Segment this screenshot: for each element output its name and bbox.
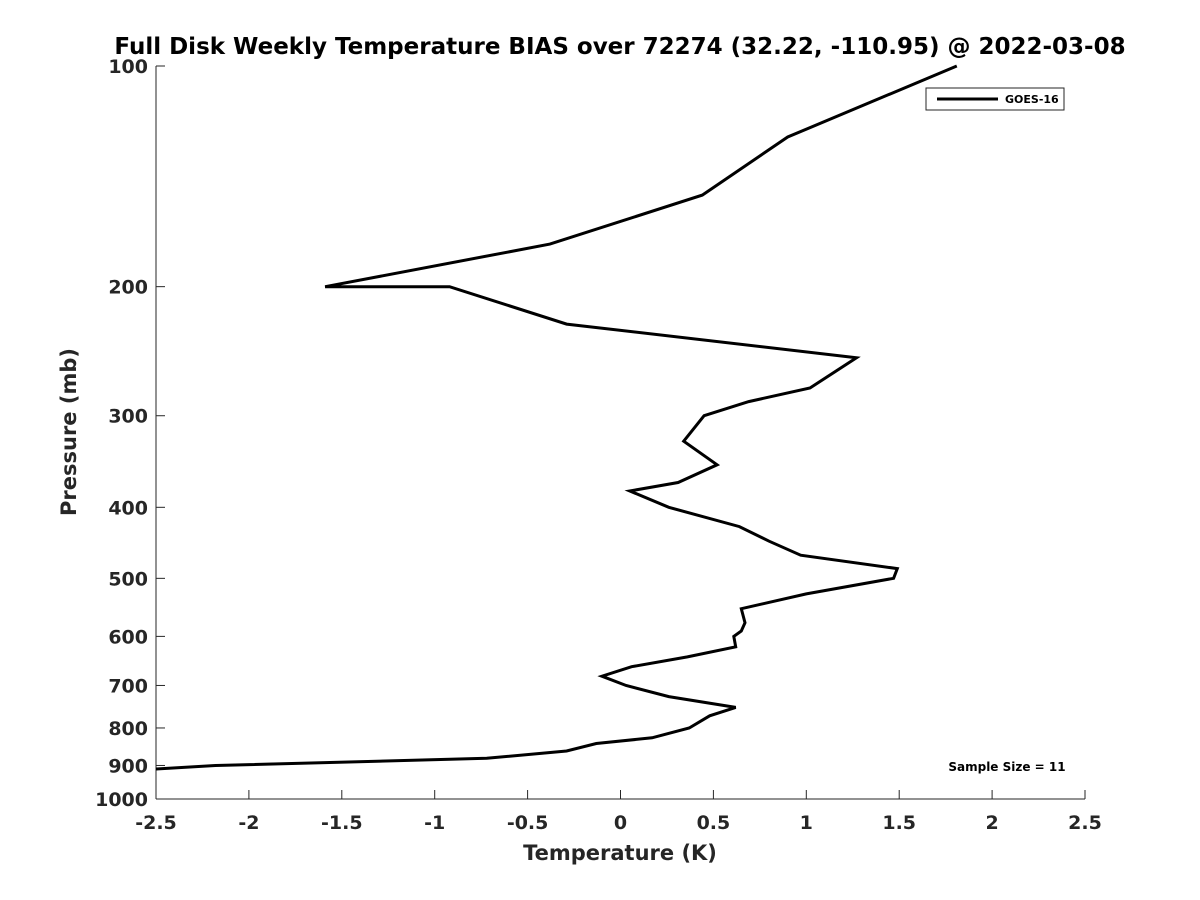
- x-axis-label: Temperature (K): [523, 841, 717, 865]
- x-tick-label-6: 0.5: [697, 812, 731, 834]
- legend: GOES-16: [925, 87, 1065, 111]
- y-tick-label-8: 900: [108, 755, 148, 777]
- x-tick-label-0: -2.5: [135, 812, 177, 834]
- y-tick-label-2: 300: [108, 406, 148, 428]
- x-tick-label-4: -0.5: [507, 812, 549, 834]
- series-layer: [155, 64, 958, 771]
- x-tick-label-9: 2: [985, 812, 998, 834]
- y-tick-label-4: 500: [108, 568, 148, 590]
- y-tick-label-6: 700: [108, 675, 148, 697]
- y-tick-label-3: 400: [108, 497, 148, 519]
- y-tick-label-5: 600: [108, 626, 148, 648]
- x-tick-label-1: -2: [238, 812, 259, 834]
- legend-label-goes-16: GOES-16: [1005, 93, 1059, 106]
- x-tick-label-10: 2.5: [1068, 812, 1102, 834]
- x-ticks: -2.5 -2 -1.5 -1 -0.5 0 0.5 1 1.5 2 2.5: [135, 790, 1102, 834]
- series-line-goes-16: [155, 64, 958, 771]
- y-ticks: 100 200 300 400 500 600 700 800 900 1000: [95, 56, 165, 811]
- x-tick-label-7: 1: [800, 812, 813, 834]
- y-tick-label-1: 200: [108, 277, 148, 299]
- axes: [155, 66, 1085, 800]
- x-tick-label-3: -1: [424, 812, 445, 834]
- y-tick-label-9: 1000: [95, 789, 148, 811]
- sample-size-annotation: Sample Size = 11: [948, 760, 1065, 774]
- x-tick-label-2: -1.5: [321, 812, 363, 834]
- y-tick-label-0: 100: [108, 56, 148, 78]
- chart-title: Full Disk Weekly Temperature BIAS over 7…: [114, 34, 1125, 60]
- x-tick-label-8: 1.5: [882, 812, 916, 834]
- x-tick-label-5: 0: [614, 812, 627, 834]
- y-tick-label-7: 800: [108, 718, 148, 740]
- y-axis-label: Pressure (mb): [57, 348, 81, 516]
